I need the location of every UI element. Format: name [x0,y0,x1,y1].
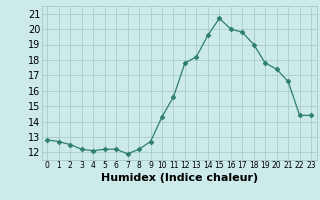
X-axis label: Humidex (Indice chaleur): Humidex (Indice chaleur) [100,173,258,183]
